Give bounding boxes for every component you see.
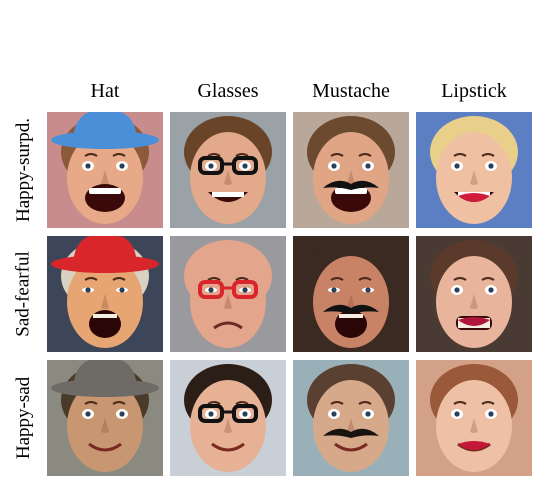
face-image-happy-surprised-lipstick [416,112,532,228]
face-image-happy-sad-glasses [170,360,286,476]
face-image-happy-surprised-mustache [293,112,409,228]
row-label-sad-fearful: Sad-fearful [13,251,34,337]
column-header-hat: Hat [90,80,120,102]
face-image-happy-sad-lipstick [416,360,532,476]
face-image-happy-sad-hat [47,360,163,476]
face-image-happy-surprised-glasses [170,112,286,228]
column-header-glasses: Glasses [197,80,259,102]
face-image-sad-fearful-lipstick [416,236,532,352]
face-image-sad-fearful-mustache [293,236,409,352]
face-image-happy-sad-mustache [293,360,409,476]
face-image-happy-surprised-hat [47,112,163,228]
row-label-happy-surprised: Happy-surpd. [13,118,35,222]
face-image-sad-fearful-glasses [170,236,286,352]
column-header-lipstick: Lipstick [441,80,507,102]
column-header-mustache: Mustache [312,80,390,102]
face-image-sad-fearful-hat [47,236,163,352]
row-label-happy-sad: Happy-sad [13,376,34,460]
